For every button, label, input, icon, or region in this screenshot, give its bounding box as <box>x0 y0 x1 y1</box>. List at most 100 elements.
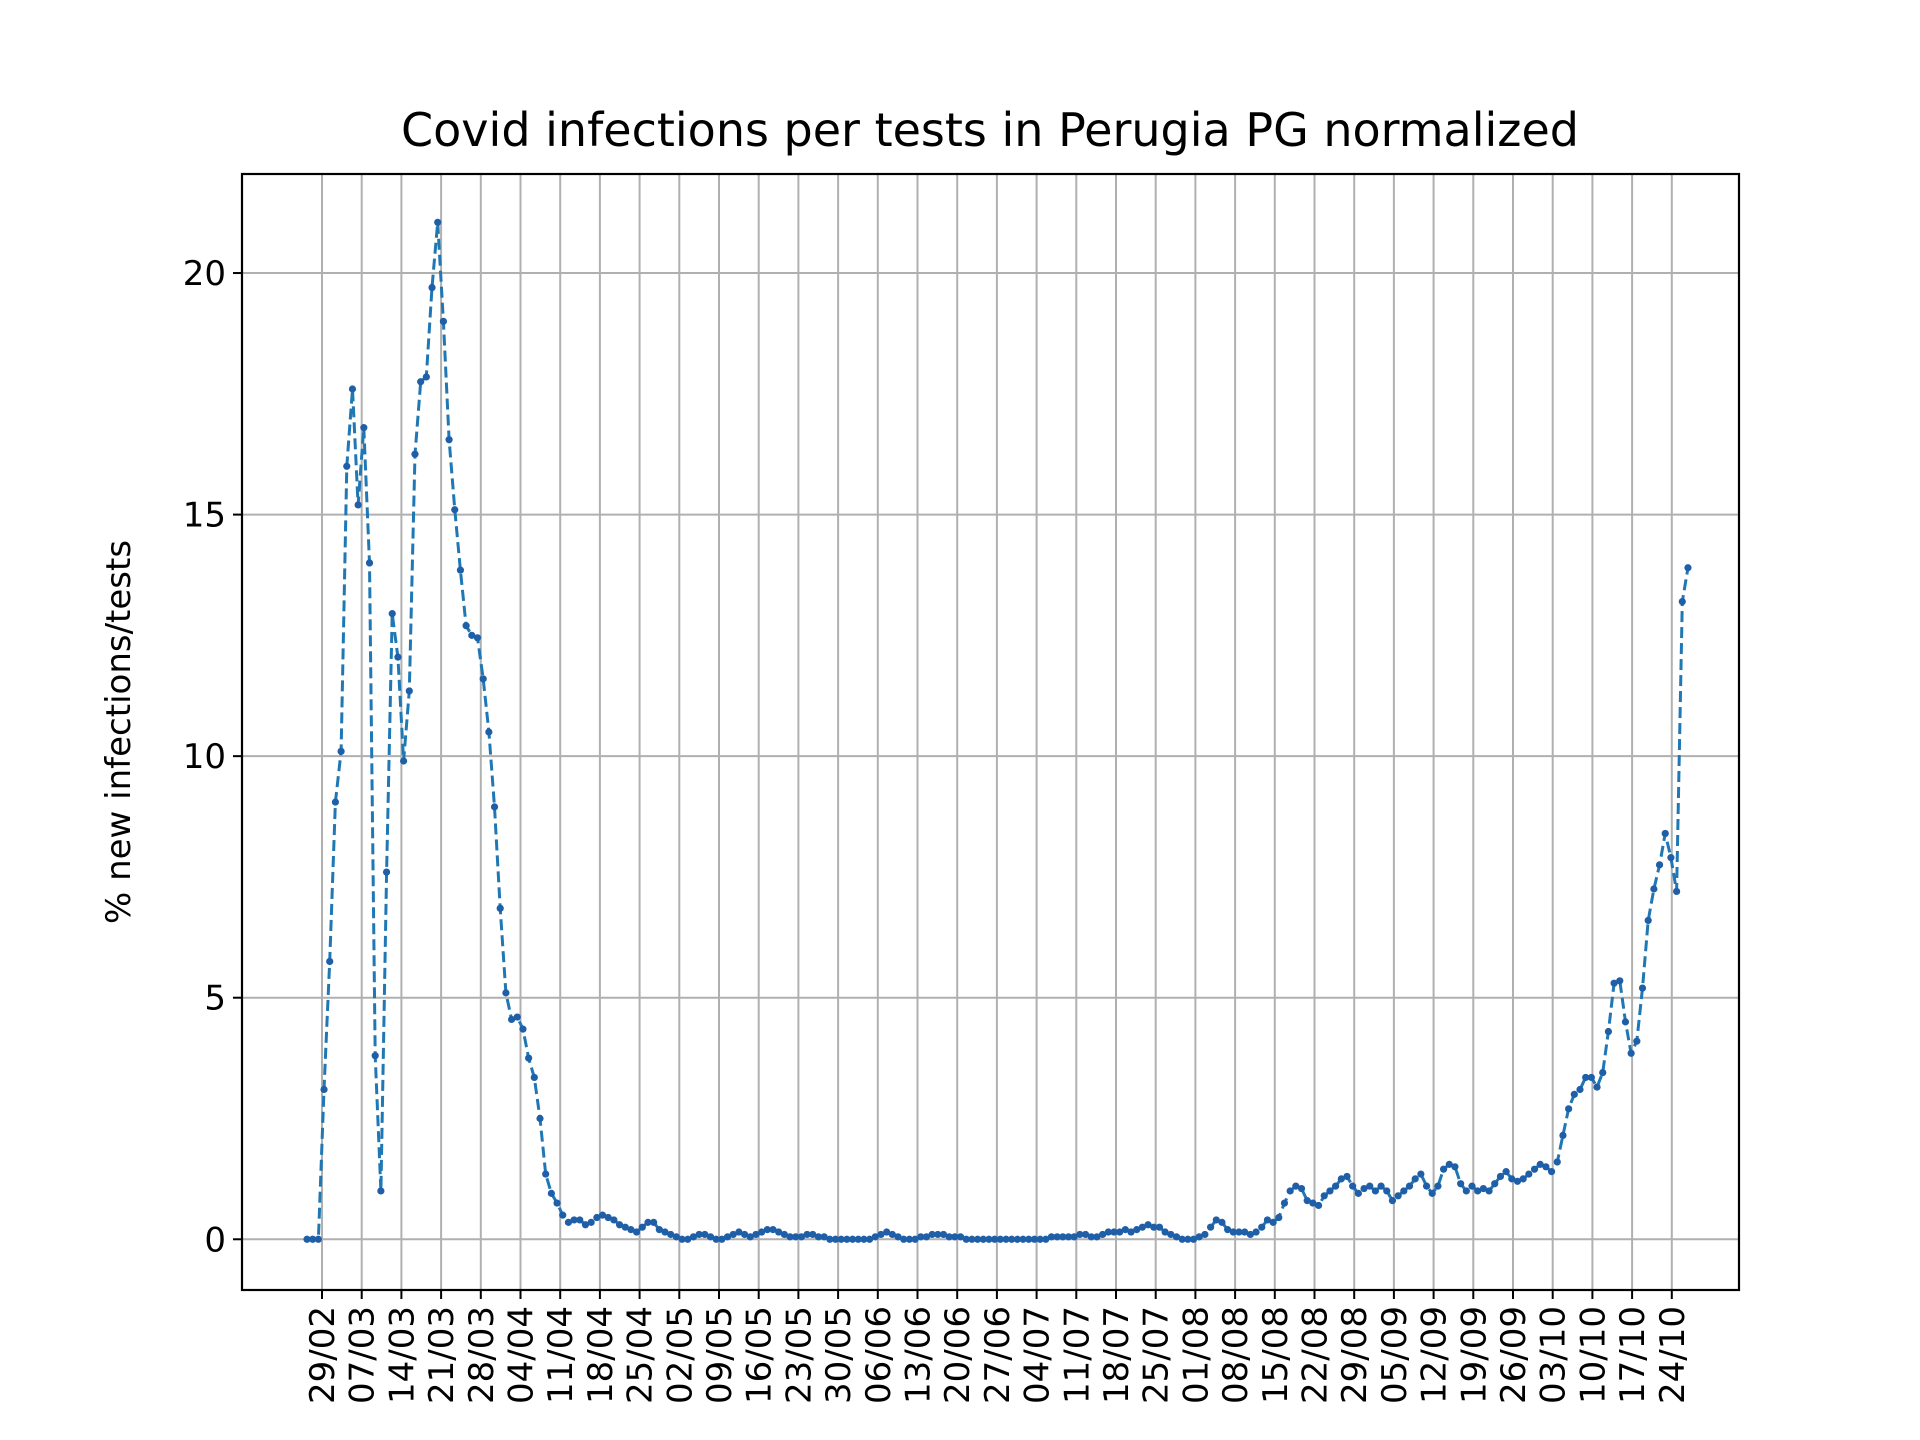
data-point <box>1269 1218 1277 1226</box>
grid <box>242 174 1739 1290</box>
data-point <box>1201 1230 1209 1239</box>
x-tick-label: 22/08 <box>1296 1306 1336 1404</box>
data-point <box>388 610 396 618</box>
data-point <box>1434 1182 1442 1190</box>
data-point <box>468 631 476 639</box>
data-point <box>411 450 419 458</box>
data-point <box>1206 1223 1215 1231</box>
data-point <box>797 1233 806 1241</box>
x-tick-label: 10/10 <box>1573 1306 1613 1404</box>
data-point <box>1042 1235 1050 1243</box>
data-point <box>1303 1197 1311 1205</box>
data-point <box>1667 854 1675 862</box>
data-point <box>1127 1228 1135 1236</box>
data-point <box>337 747 345 755</box>
data-point <box>837 1235 845 1243</box>
data-point <box>905 1235 913 1243</box>
data-point <box>479 675 487 683</box>
data-point <box>1070 1233 1078 1241</box>
data-point <box>1008 1235 1016 1243</box>
data-point <box>1661 829 1669 838</box>
data-point <box>1076 1230 1084 1239</box>
data-point <box>678 1235 686 1243</box>
x-tick-label: 25/07 <box>1137 1306 1177 1404</box>
data-point <box>1428 1189 1436 1197</box>
y-tick-label: 15 <box>183 496 226 536</box>
data-point <box>1218 1218 1226 1226</box>
data-point <box>1081 1230 1090 1239</box>
data-point <box>1184 1235 1192 1243</box>
y-axis-label: % new infections/tests <box>99 540 139 924</box>
y-tick-label: 10 <box>183 737 226 777</box>
data-point <box>1019 1235 1027 1243</box>
data-point <box>883 1228 891 1236</box>
data-point <box>866 1235 874 1243</box>
data-point <box>1258 1223 1266 1231</box>
data-point <box>576 1216 584 1224</box>
data-point <box>1451 1163 1459 1171</box>
data-point <box>1314 1201 1323 1210</box>
series-layer <box>303 218 1692 1243</box>
data-point <box>564 1218 573 1226</box>
data-point <box>1309 1199 1317 1207</box>
data-point <box>1047 1233 1056 1241</box>
data-point <box>917 1233 925 1241</box>
data-point <box>1138 1223 1147 1231</box>
data-point <box>1417 1170 1425 1178</box>
data-point <box>530 1073 538 1082</box>
data-point <box>422 373 430 381</box>
x-tick-label: 21/03 <box>422 1306 462 1404</box>
data-point <box>1292 1182 1300 1190</box>
data-point <box>1621 1018 1630 1026</box>
data-point <box>1212 1216 1220 1224</box>
data-point <box>1673 887 1681 896</box>
data-point <box>814 1233 823 1241</box>
data-point <box>1110 1228 1118 1236</box>
data-point <box>1150 1223 1158 1231</box>
data-point <box>598 1211 607 1219</box>
data-point <box>1684 564 1692 572</box>
data-point <box>428 283 436 292</box>
data-point <box>854 1235 862 1243</box>
data-point <box>1633 1037 1641 1045</box>
data-point <box>758 1228 766 1236</box>
data-point <box>809 1230 817 1239</box>
data-point <box>1377 1182 1385 1190</box>
data-point <box>1087 1233 1095 1241</box>
data-point <box>1343 1172 1351 1181</box>
data-point <box>1405 1182 1414 1190</box>
data-point <box>1297 1184 1306 1193</box>
data-point <box>996 1235 1004 1243</box>
x-tick-label: 11/04 <box>541 1306 581 1404</box>
data-point <box>1099 1230 1107 1239</box>
data-point <box>314 1235 322 1243</box>
data-point <box>769 1226 777 1234</box>
data-point <box>1354 1189 1362 1197</box>
x-tick-label: 13/06 <box>899 1306 939 1404</box>
data-point <box>496 904 504 912</box>
data-point <box>650 1218 658 1226</box>
data-point <box>1570 1090 1578 1098</box>
x-tick-label: 25/04 <box>621 1306 661 1404</box>
data-point <box>1326 1187 1334 1195</box>
data-point <box>786 1233 794 1241</box>
data-point <box>1133 1226 1141 1234</box>
data-point <box>587 1218 595 1226</box>
data-point <box>900 1235 908 1243</box>
data-point <box>1178 1235 1186 1243</box>
x-tick-label: 18/04 <box>581 1306 621 1404</box>
x-tick-label: 05/09 <box>1375 1306 1415 1404</box>
data-point <box>848 1235 857 1243</box>
data-point <box>922 1233 931 1241</box>
data-point <box>1525 1170 1533 1178</box>
data-point <box>877 1230 885 1239</box>
data-point <box>672 1233 680 1241</box>
x-tick-label: 07/03 <box>343 1306 383 1404</box>
data-point <box>1332 1182 1340 1190</box>
data-point <box>1422 1182 1431 1190</box>
data-point <box>331 798 340 806</box>
data-point <box>1559 1131 1567 1140</box>
data-point <box>439 317 447 325</box>
data-point <box>303 1235 311 1243</box>
